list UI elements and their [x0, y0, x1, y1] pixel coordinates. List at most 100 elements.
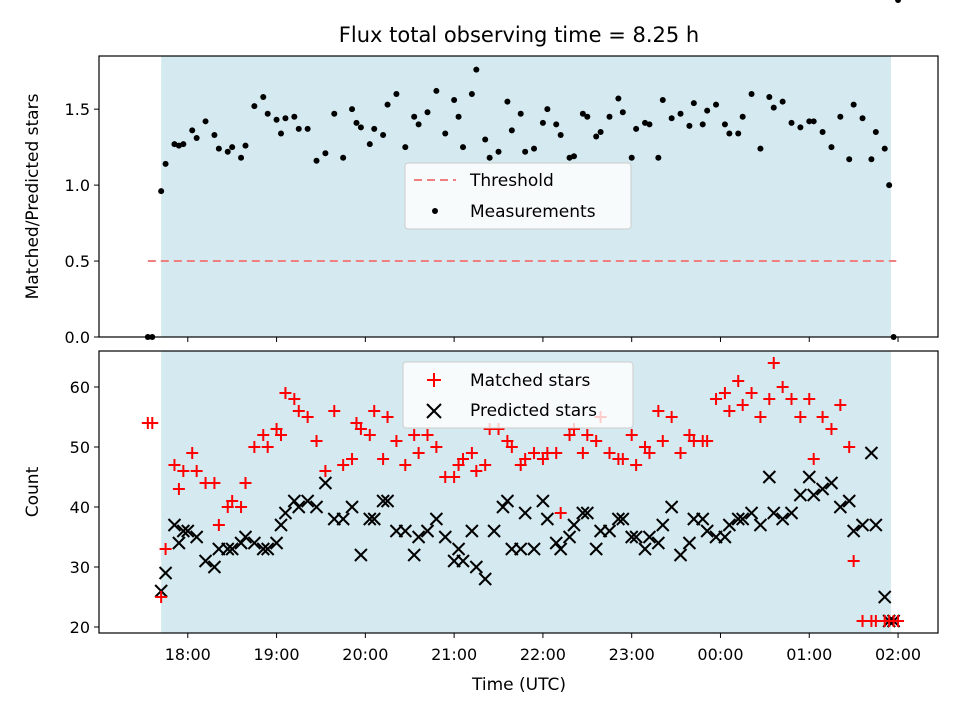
count-axes-frame: [98, 350, 939, 634]
matched-point: [732, 375, 745, 387]
measurement-point: [668, 115, 675, 122]
predicted-point: [487, 524, 501, 538]
matched-point: [803, 393, 816, 405]
matched-legend-marker: [427, 373, 441, 387]
measurement-point: [282, 115, 289, 122]
predicted-point: [864, 446, 879, 460]
count-ytick-label: 40: [70, 498, 90, 517]
measurement-point: [606, 113, 613, 120]
predicted-point: [234, 536, 248, 550]
measurement-point: [433, 87, 440, 94]
predicted-point: [407, 548, 421, 562]
predicted-point: [784, 506, 799, 520]
matched-point: [505, 441, 518, 453]
ratio-axes-frame: [98, 55, 939, 338]
matched-point: [763, 393, 776, 405]
matched-point: [390, 435, 403, 447]
count-y-ticks: 20 30 40 50 60: [70, 378, 99, 637]
predicted-point: [673, 548, 688, 562]
matched-point: [834, 399, 847, 411]
measurement-point: [704, 107, 711, 114]
predicted-point: [292, 500, 306, 514]
matched-point: [448, 471, 461, 483]
predicted-point: [167, 518, 182, 532]
measurement-point: [810, 118, 817, 125]
predicted-point: [411, 530, 426, 544]
measurement-point: [260, 94, 267, 101]
matched-point: [292, 405, 305, 417]
matched-point: [368, 405, 381, 417]
predicted-point: [465, 524, 479, 538]
predicted-point: [846, 524, 861, 538]
matched-point: [745, 387, 758, 399]
matched-point: [710, 393, 723, 405]
predicted-point: [420, 524, 435, 538]
measurement-point: [770, 104, 777, 111]
measurement-point: [473, 66, 480, 73]
predicted-point: [718, 530, 732, 544]
predicted-point: [731, 512, 745, 526]
predicted-point: [855, 518, 870, 532]
predicted-point: [478, 572, 492, 586]
matched-point: [767, 357, 780, 369]
xtick-label: 00:00: [697, 645, 743, 664]
matched-point: [807, 453, 820, 465]
measurement-point: [522, 148, 529, 155]
measurement-point: [340, 154, 347, 161]
measurement-point: [713, 101, 720, 108]
count-ytick-label: 60: [70, 378, 90, 397]
measurement-point: [495, 148, 502, 155]
measurement-point: [482, 136, 489, 143]
measurement-point: [291, 113, 298, 120]
matched-point: [581, 429, 594, 441]
matched-point: [377, 453, 390, 465]
matched-point: [736, 399, 749, 411]
matched-point: [226, 495, 239, 507]
measurement-point: [655, 154, 662, 161]
ratio-ytick-label: 1.0: [65, 176, 90, 195]
xtick-label: 21:00: [431, 645, 477, 664]
predicted-point: [722, 518, 737, 532]
measurement-point: [295, 125, 302, 132]
measurement-point: [828, 144, 835, 151]
matched-point: [825, 423, 838, 435]
matched-point: [190, 465, 203, 477]
measurement-point: [895, 0, 902, 3]
measurement-point: [211, 131, 218, 138]
measurement-point: [162, 160, 169, 167]
measurement-point: [766, 94, 773, 101]
matched-point: [892, 615, 905, 627]
measurement-point: [215, 145, 222, 152]
matched-point: [550, 447, 563, 459]
matched-point: [328, 405, 341, 417]
predicted-point: [518, 506, 532, 520]
matched-layer: [141, 357, 905, 627]
predicted-point: [651, 536, 666, 550]
predicted-point: [380, 494, 395, 508]
measurement-point: [686, 122, 693, 129]
measurement-point: [202, 118, 209, 125]
predicted-point: [793, 488, 808, 502]
predicted-point: [735, 512, 750, 526]
count-panel: 20 30 40 50 60 18:00 19:00 20:00 21:00 22:00 23:0…: [23, 350, 939, 695]
predicted-point: [172, 536, 186, 550]
predicted-point: [354, 548, 368, 562]
matched-point: [279, 387, 292, 399]
matched-point: [470, 465, 483, 477]
predicted-point: [256, 542, 270, 556]
matched-point: [146, 417, 159, 429]
predicted-point: [611, 512, 626, 526]
matched-point: [816, 411, 829, 423]
matched-point: [310, 435, 323, 447]
predicted-point: [576, 506, 590, 520]
predicted-point: [580, 506, 595, 520]
matched-point: [465, 447, 478, 459]
predicted-point: [336, 512, 350, 526]
measurements-layer: [144, 0, 902, 340]
predicted-point: [682, 536, 697, 550]
matched-point: [412, 447, 425, 459]
measurement-point: [189, 127, 196, 134]
matched-point: [630, 459, 643, 471]
predicted-point: [345, 500, 359, 514]
predicted-point: [869, 518, 883, 532]
